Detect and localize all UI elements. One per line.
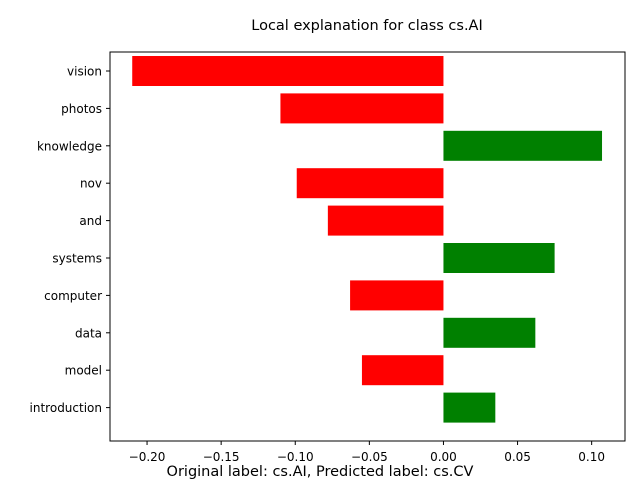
bar-model	[361, 355, 444, 386]
y-tick-label: data	[75, 326, 102, 340]
bars-group	[132, 56, 603, 423]
bar-photos	[280, 93, 444, 124]
y-tick-label: systems	[52, 252, 102, 266]
y-tick-label: introduction	[30, 401, 102, 415]
x-tick-label: −0.10	[277, 450, 314, 464]
bar-data	[443, 317, 536, 348]
bar-knowledge	[443, 130, 603, 161]
x-tick-label: 0.00	[430, 450, 457, 464]
footnote-label: Original label: cs.AI, Predicted label: …	[167, 464, 474, 480]
y-tick-label: photos	[61, 102, 102, 116]
x-axis: −0.20 −0.15 −0.10 −0.05 0.00 0.05 0.10	[129, 441, 605, 464]
y-tick-label: and	[79, 214, 102, 228]
y-tick-label: knowledge	[37, 139, 102, 153]
bar-nov	[296, 168, 444, 199]
bar-and	[327, 205, 444, 236]
x-tick-label: −0.20	[129, 450, 166, 464]
x-tick-label: 0.10	[578, 450, 605, 464]
plot-frame	[109, 51, 626, 442]
y-tick-label: computer	[44, 289, 102, 303]
bar-introduction	[443, 392, 496, 423]
x-tick-label: −0.05	[351, 450, 388, 464]
y-tick-label: nov	[80, 177, 102, 191]
y-axis: vision photos knowledge nov and systems comput…	[30, 65, 110, 415]
bar-systems	[443, 243, 555, 273]
bar-vision	[132, 56, 444, 86]
bar-computer	[350, 280, 444, 311]
y-tick-label: vision	[67, 65, 102, 79]
x-tick-label: 0.05	[504, 450, 531, 464]
x-tick-label: −0.15	[203, 450, 240, 464]
chart-title: Local explanation for class cs.AI	[251, 18, 483, 34]
y-tick-label: model	[65, 364, 102, 378]
